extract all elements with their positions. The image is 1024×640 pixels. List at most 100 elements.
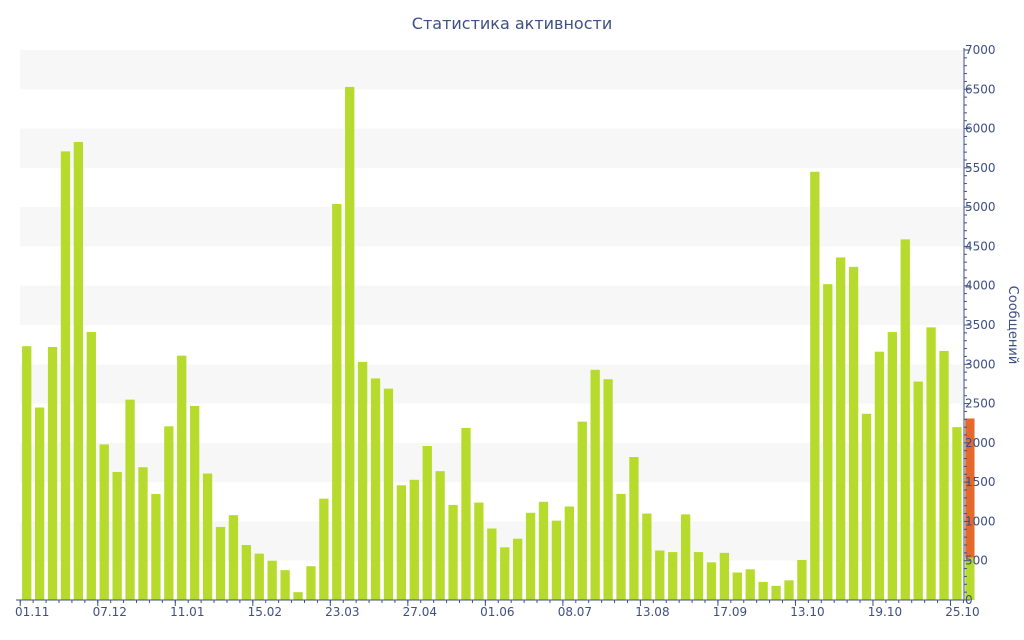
y-tick-label: 1500 — [965, 475, 996, 489]
chart-title: Статистика активности — [411, 14, 613, 33]
bar — [487, 528, 497, 600]
bar — [810, 171, 820, 601]
bar — [461, 427, 471, 600]
bar — [86, 332, 96, 600]
bar — [345, 86, 355, 600]
bar — [190, 405, 200, 600]
bar — [913, 381, 923, 600]
x-tick-label: 17.09 — [713, 605, 747, 619]
bar — [836, 257, 846, 600]
grid-band — [20, 364, 963, 404]
y-tick-label: 6000 — [965, 122, 996, 136]
x-tick-label: 01.06 — [480, 605, 514, 619]
bar — [577, 421, 587, 600]
y-tick-label: 500 — [965, 554, 988, 568]
bar — [215, 526, 226, 600]
y-tick-label: 4000 — [965, 279, 996, 293]
bar — [448, 504, 458, 600]
bar — [538, 501, 549, 600]
x-tick-label: 23.03 — [325, 605, 359, 619]
y-tick-label: 5000 — [965, 200, 996, 214]
x-tick-label: 11.01 — [170, 605, 204, 619]
bar — [952, 427, 962, 600]
bar — [228, 515, 239, 600]
bar — [719, 552, 730, 600]
grid-band — [20, 285, 963, 325]
bar — [887, 332, 897, 600]
bar — [848, 266, 859, 600]
bar — [693, 552, 704, 600]
x-tick-label: 15.02 — [248, 605, 282, 619]
grid-band — [20, 128, 963, 168]
bar — [164, 426, 174, 600]
bar — [60, 151, 71, 600]
bar — [151, 493, 161, 600]
bar — [758, 581, 768, 600]
y-tick-label: 6500 — [965, 82, 996, 96]
bar — [280, 570, 290, 600]
y-axis-label: Сообщений — [1005, 286, 1020, 365]
x-tick-label: 13.08 — [635, 605, 669, 619]
grid-band — [20, 50, 963, 90]
bar — [99, 444, 109, 600]
grid-band — [20, 207, 963, 247]
bar — [564, 506, 574, 600]
x-axis: 01.11 07.12 11.01 15.02 23.03 27.04 01.06 08.07… — [15, 599, 980, 619]
bar — [293, 592, 303, 600]
bar — [642, 513, 652, 600]
y-tick-label: 2000 — [965, 436, 996, 450]
bar — [900, 239, 910, 600]
bar — [500, 547, 510, 600]
bar — [616, 493, 626, 600]
bar — [861, 413, 872, 600]
bar — [34, 407, 45, 600]
bar-highlight — [965, 418, 975, 558]
bar — [267, 560, 277, 600]
grid-band — [20, 442, 963, 483]
bar — [474, 502, 484, 600]
bar — [706, 562, 717, 600]
x-tick-label: 25.10 — [945, 605, 979, 619]
bar — [254, 553, 264, 600]
bar — [668, 552, 678, 600]
y-tick-label: 1000 — [965, 514, 996, 528]
y-axis: 0 500 1000 1500 2000 2500 3000 3500 4000 4500 5000… — [963, 43, 996, 607]
bar — [47, 347, 58, 600]
bar — [138, 467, 148, 600]
bar — [22, 346, 32, 600]
bar — [319, 498, 329, 600]
bar — [590, 369, 600, 600]
bar — [396, 485, 407, 600]
y-tick-label: 5500 — [965, 161, 996, 175]
bar — [435, 471, 445, 600]
bar — [202, 473, 213, 600]
bar — [926, 327, 936, 600]
bar — [823, 284, 833, 600]
bar — [939, 350, 949, 600]
y-tick-label: 2500 — [965, 397, 996, 411]
bar — [655, 550, 665, 600]
bar — [332, 204, 342, 600]
x-tick-label: 19.10 — [868, 605, 902, 619]
bar — [629, 457, 639, 600]
y-tick-label: 3500 — [965, 318, 996, 332]
bar — [112, 471, 122, 600]
bars — [22, 86, 975, 601]
bar — [965, 557, 975, 600]
x-tick-label: 27.04 — [403, 605, 437, 619]
bar — [771, 585, 781, 600]
x-tick-label: 07.12 — [93, 605, 127, 619]
bar — [551, 520, 562, 600]
bar — [603, 379, 613, 600]
bar — [409, 479, 419, 600]
x-tick-label: 13.10 — [790, 605, 824, 619]
x-tick-label: 01.11 — [15, 605, 49, 619]
bar — [370, 378, 381, 600]
bar — [357, 361, 368, 600]
bar — [732, 572, 742, 600]
y-tick-label: 7000 — [965, 43, 996, 57]
bar — [73, 141, 84, 600]
bar — [125, 399, 135, 600]
